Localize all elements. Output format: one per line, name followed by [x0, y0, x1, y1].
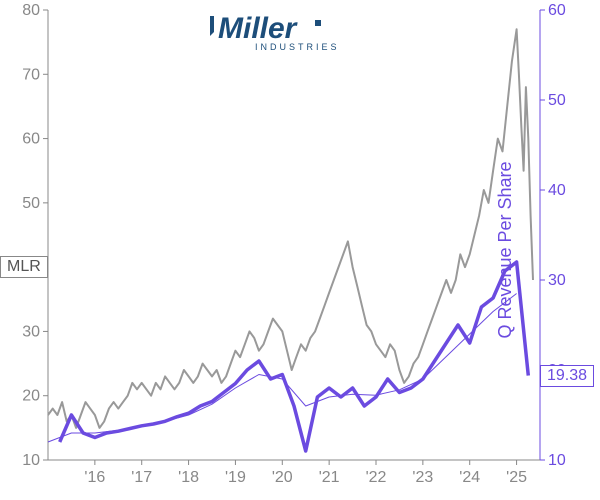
y-left-tick-label: 50	[22, 195, 40, 212]
right-value-box: 19.38	[540, 365, 594, 387]
x-tick-label: '18	[178, 469, 199, 486]
logo-sub-text: INDUSTRIES	[255, 42, 340, 52]
y-left-tick-label: 80	[22, 2, 40, 19]
x-tick-label: '24	[459, 469, 480, 486]
y-left-tick-label: 60	[22, 131, 40, 148]
y-right-tick-label: 50	[548, 92, 566, 109]
x-tick-label: '25	[506, 469, 527, 486]
ticker-box: MLR	[0, 256, 48, 278]
y-left-tick-label: 10	[22, 452, 40, 469]
y-right-tick-label: 10	[548, 452, 566, 469]
y2-axis-label: Q Revenue Per Share	[495, 161, 516, 338]
y-left-tick-label: 70	[22, 66, 40, 83]
ticker-label: MLR	[7, 258, 41, 275]
x-tick-label: '19	[225, 469, 246, 486]
x-tick-label: '17	[131, 469, 152, 486]
x-tick-label: '21	[319, 469, 340, 486]
x-tick-label: '23	[412, 469, 433, 486]
y-right-tick-label: 60	[548, 2, 566, 19]
right-value-label: 19.38	[547, 367, 587, 384]
logo-main-text: Miller	[218, 12, 299, 45]
company-logo: Miller INDUSTRIES	[200, 8, 380, 53]
series-price	[48, 29, 533, 428]
x-tick-label: '16	[84, 469, 105, 486]
y-left-tick-label: 30	[22, 323, 40, 340]
x-tick-label: '20	[272, 469, 293, 486]
series-revenue_thin	[48, 294, 517, 443]
y-right-tick-label: 40	[548, 182, 566, 199]
y-right-tick-label: 30	[548, 272, 566, 289]
chart-container: 1020304050607080102030405060'16'17'18'19…	[0, 0, 600, 500]
x-tick-label: '22	[366, 469, 387, 486]
series-revenue_thick	[60, 262, 529, 451]
y-left-tick-label: 20	[22, 388, 40, 405]
